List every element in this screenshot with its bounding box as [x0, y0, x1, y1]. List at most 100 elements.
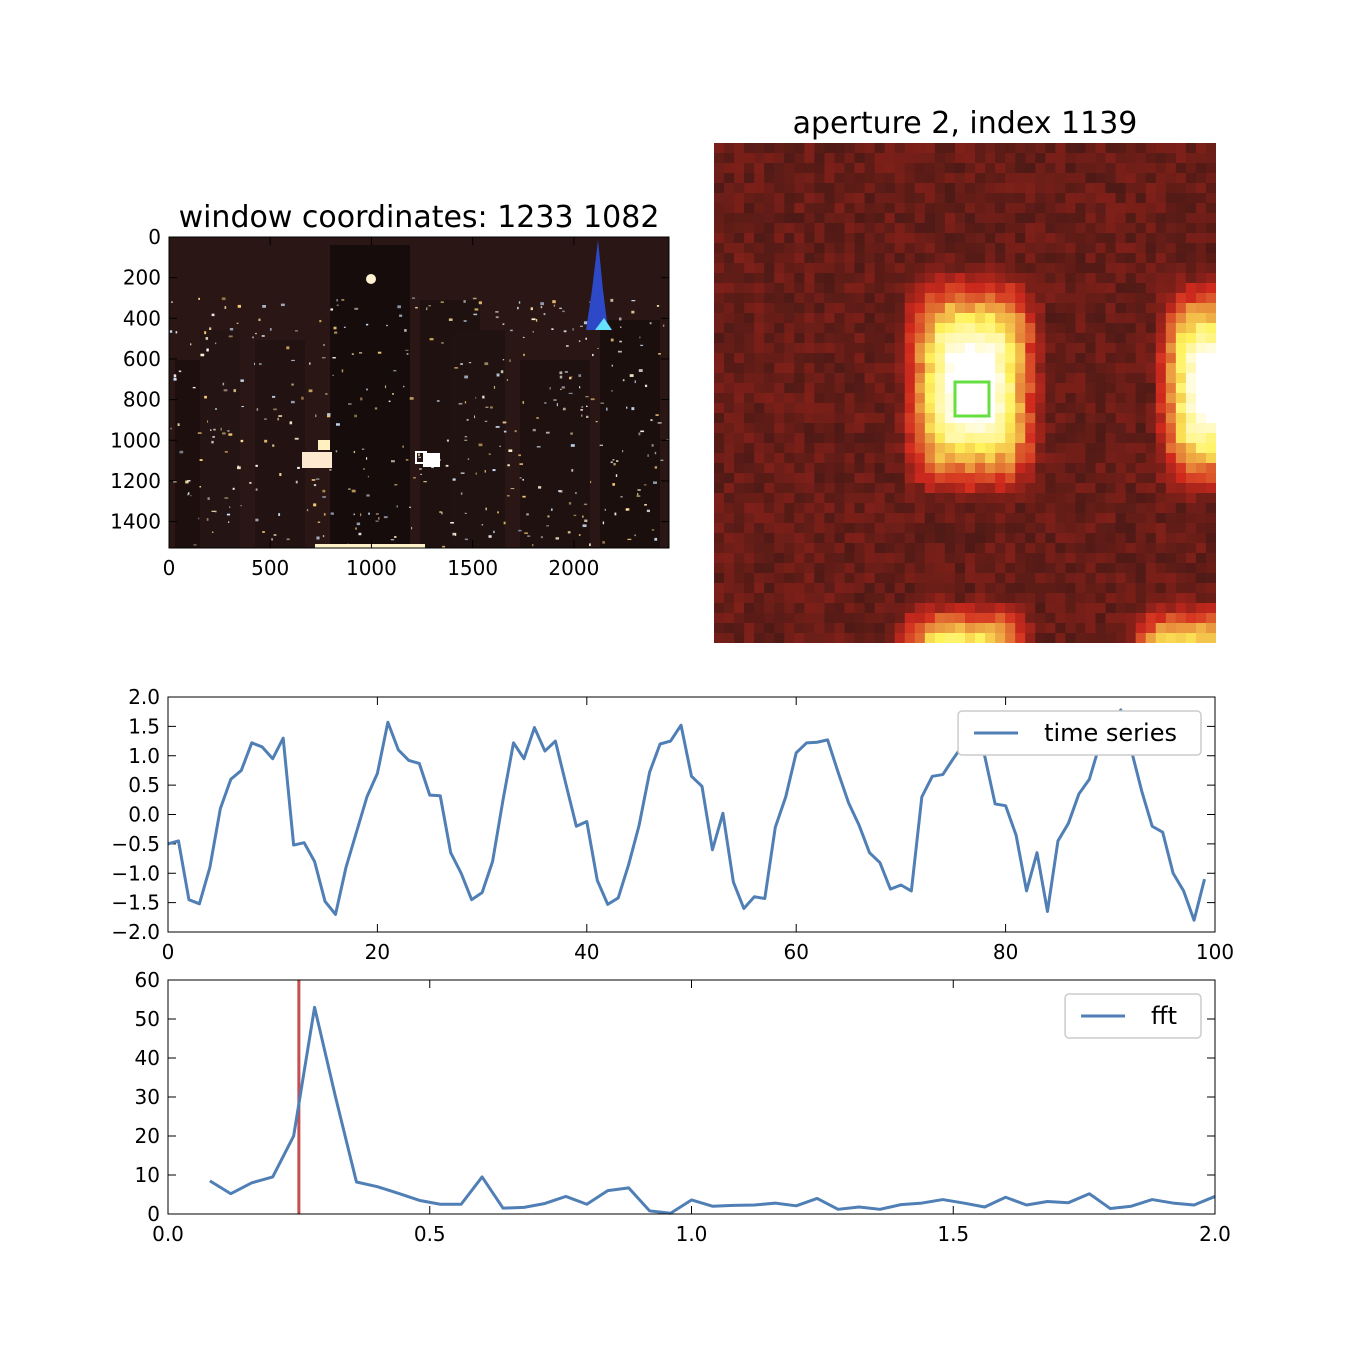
pixel	[814, 553, 826, 564]
pixel	[914, 393, 926, 404]
pixel	[864, 273, 876, 284]
pixel	[844, 373, 856, 384]
pixel	[1185, 293, 1197, 304]
pixel	[844, 363, 856, 374]
pixel	[734, 223, 745, 234]
pixel	[1105, 473, 1117, 484]
pixel	[1115, 233, 1127, 244]
pixel	[1095, 163, 1107, 174]
legend-box	[957, 710, 1202, 756]
pixel	[1195, 613, 1207, 624]
pixel	[824, 263, 836, 274]
pixel	[934, 603, 946, 614]
pixel	[1185, 183, 1197, 194]
pixel	[1115, 523, 1127, 534]
pixel	[1065, 553, 1077, 564]
window-light	[556, 403, 558, 407]
pixel	[934, 183, 946, 194]
pixel	[774, 543, 785, 554]
window-light	[473, 313, 478, 316]
pixel	[784, 623, 795, 634]
pixel	[774, 333, 785, 344]
pixel	[985, 183, 996, 194]
pixel	[774, 503, 785, 514]
pixel	[774, 153, 785, 164]
window-light	[256, 408, 259, 411]
pixel	[1075, 323, 1087, 334]
pixel	[774, 463, 785, 474]
pixel	[1145, 523, 1157, 534]
pixel	[1105, 193, 1117, 204]
pixel	[744, 243, 755, 254]
pixel	[985, 323, 996, 334]
pixel	[884, 473, 896, 484]
pixel	[965, 323, 976, 334]
pixel	[1115, 433, 1127, 444]
pixel	[934, 343, 946, 354]
window-light	[549, 387, 551, 390]
pixel	[1025, 163, 1036, 174]
window-light	[273, 534, 277, 536]
pixel	[1185, 213, 1197, 224]
window-light	[367, 475, 369, 478]
pixel	[1115, 153, 1127, 164]
pixel	[1065, 623, 1077, 634]
pixel	[814, 383, 826, 394]
pixel	[884, 293, 896, 304]
window-light	[619, 340, 622, 343]
window-light	[394, 484, 398, 486]
pixel	[724, 603, 735, 614]
pixel	[764, 433, 775, 444]
pixel	[995, 273, 1006, 284]
pixel	[934, 243, 946, 254]
pixel	[1055, 363, 1066, 374]
pixel	[1005, 393, 1016, 404]
pixel	[1115, 543, 1127, 554]
window-light	[333, 326, 337, 330]
pixel	[1035, 443, 1046, 454]
pixel	[764, 333, 775, 344]
pixel	[1185, 373, 1197, 384]
pixel	[1005, 263, 1016, 274]
pixel	[854, 253, 866, 264]
pixel	[1035, 623, 1046, 634]
x-tick-label: 500	[251, 556, 289, 580]
window-light	[197, 432, 202, 434]
pixel	[1135, 493, 1147, 504]
pixel	[1125, 583, 1137, 594]
pixel	[1005, 333, 1016, 344]
pixel	[1015, 373, 1026, 384]
window-light	[185, 480, 189, 484]
window-light	[612, 483, 616, 486]
pixel	[1025, 403, 1036, 414]
pixel	[904, 383, 916, 394]
pixel	[784, 143, 795, 154]
pixel	[1145, 243, 1157, 254]
pixel	[904, 203, 916, 214]
pixel	[995, 623, 1006, 634]
pixel	[724, 273, 735, 284]
pixel	[1135, 413, 1147, 424]
pixel	[784, 323, 795, 334]
pixel	[834, 453, 846, 464]
pixel	[1075, 223, 1087, 234]
axes-frame	[168, 236, 670, 549]
pixel	[824, 403, 836, 414]
pixel	[1115, 413, 1127, 424]
window-light	[460, 492, 463, 495]
pixel	[1075, 403, 1087, 414]
pixel	[904, 553, 916, 564]
pixel	[1205, 483, 1216, 494]
pixel	[934, 393, 946, 404]
pixel	[864, 323, 876, 334]
pixel	[1155, 473, 1167, 484]
pixel	[1155, 333, 1167, 344]
pixel	[714, 523, 725, 534]
pixel	[864, 143, 876, 154]
pixel	[844, 483, 856, 494]
window-light	[428, 305, 431, 307]
pixel	[944, 513, 956, 524]
pixel	[734, 403, 745, 414]
pixel	[975, 213, 986, 224]
pixel	[884, 173, 896, 184]
